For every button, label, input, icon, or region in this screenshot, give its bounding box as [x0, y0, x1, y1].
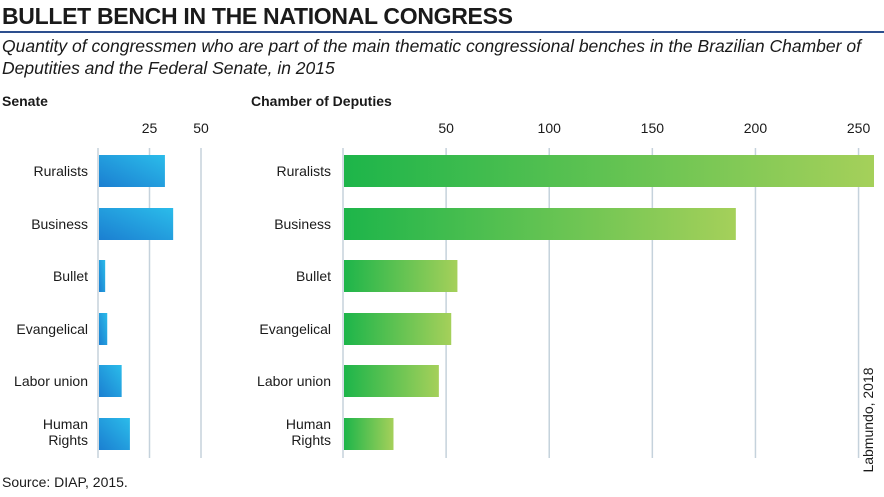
- chamber-category-label: Ruralists: [277, 163, 331, 179]
- senate-bar: [99, 260, 106, 292]
- senate-category-label: Labor union: [14, 373, 88, 389]
- chamber-bar: [344, 208, 736, 240]
- chamber-tick-label: 50: [438, 120, 454, 136]
- credit-note: Labmundo, 2018: [860, 367, 876, 473]
- chamber-panel-title: Chamber of Deputies: [251, 93, 392, 109]
- chamber-category-label: Human Rights: [286, 416, 331, 448]
- senate-category-label: Business: [31, 216, 88, 232]
- senate-panel-title: Senate: [2, 93, 48, 109]
- chamber-bar: [344, 418, 394, 450]
- senate-bar: [99, 418, 130, 450]
- chamber-category-label: Labor union: [257, 373, 331, 389]
- chart-title: BULLET BENCH IN THE NATIONAL CONGRESS: [2, 3, 513, 29]
- source-note: Source: DIAP, 2015.: [2, 474, 128, 490]
- senate-category-label: Human Rights: [43, 416, 88, 448]
- senate-bar: [99, 155, 165, 187]
- chamber-bar: [344, 313, 452, 345]
- senate-bar: [99, 365, 122, 397]
- senate-tick-label: 25: [142, 120, 158, 136]
- chamber-bar: [344, 365, 439, 397]
- chamber-tick-label: 250: [847, 120, 871, 136]
- chart-subtitle: Quantity of congressmen who are part of …: [2, 36, 861, 78]
- chamber-category-label: Business: [274, 216, 331, 232]
- chamber-bar: [344, 155, 874, 187]
- chamber-category-label: Evangelical: [259, 321, 331, 337]
- senate-category-label: Bullet: [53, 268, 88, 284]
- chamber-tick-label: 200: [744, 120, 768, 136]
- senate-category-label: Evangelical: [16, 321, 88, 337]
- chamber-tick-label: 150: [641, 120, 665, 136]
- chamber-chart: 50 100 150 200 250 Ruralists Business Bullet Eva…: [257, 120, 874, 458]
- senate-bar: [99, 208, 174, 240]
- senate-bar: [99, 313, 108, 345]
- chamber-category-label: Bullet: [296, 268, 331, 284]
- senate-chart: 25 50 Ruralists Business Bullet Evangelical La…: [14, 120, 209, 458]
- chamber-bar: [344, 260, 458, 292]
- title-rule: [0, 31, 884, 33]
- senate-tick-label: 50: [193, 120, 209, 136]
- chamber-tick-label: 100: [538, 120, 562, 136]
- senate-category-label: Ruralists: [34, 163, 88, 179]
